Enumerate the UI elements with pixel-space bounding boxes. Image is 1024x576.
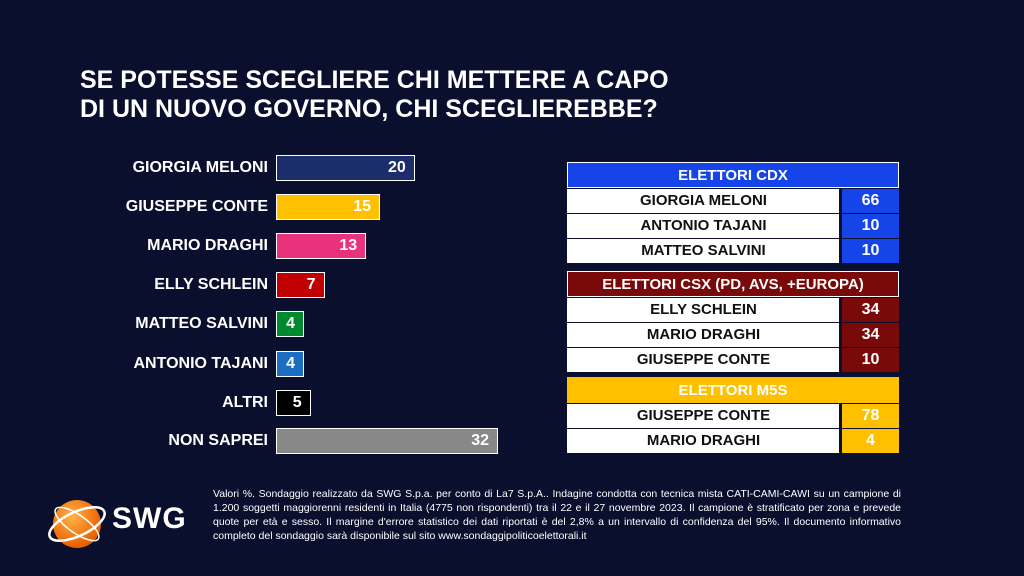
logo-text: SWG — [112, 502, 187, 535]
panel-row: GIORGIA MELONI 66 — [567, 189, 899, 213]
bar-label: MARIO DRAGHI — [147, 237, 268, 254]
title-line-2: DI UN NUOVO GOVERNO, CHI SCEGLIEREBBE? — [80, 95, 658, 123]
panel-row-value: 10 — [842, 239, 899, 263]
bar: 13 — [276, 233, 367, 259]
bar: 5 — [276, 390, 311, 416]
bar-row: ELLY SCHLEIN 7 — [0, 270, 540, 300]
globe-icon — [48, 500, 106, 548]
chart-title: SE POTESSE SCEGLIERE CHI METTERE A CAPO … — [80, 66, 760, 124]
bar-value-label: 7 — [306, 276, 316, 293]
panel-row-value: 66 — [842, 189, 899, 213]
panel-row-value: 10 — [842, 214, 899, 238]
bar: 4 — [276, 351, 304, 377]
bar-label: NON SAPREI — [168, 432, 268, 449]
bar-label: GIUSEPPE CONTE — [125, 198, 268, 215]
bar-value-label: 4 — [286, 315, 295, 332]
bar: 32 — [276, 428, 498, 454]
bar-label: MATTEO SALVINI — [135, 315, 268, 332]
bar-row: GIORGIA MELONI 20 — [0, 153, 540, 183]
bar-value-label: 5 — [292, 394, 302, 411]
bar-row: ANTONIO TAJANI 4 — [0, 349, 540, 379]
panel-row: MATTEO SALVINI 10 — [567, 239, 899, 263]
bar-row: NON SAPREI 32 — [0, 426, 540, 456]
bar: 15 — [276, 194, 381, 220]
swg-logo: SWG — [44, 488, 204, 558]
bar-label: ELLY SCHLEIN — [154, 276, 268, 293]
bar: 20 — [276, 155, 415, 181]
panel-row-name: MATTEO SALVINI — [567, 239, 839, 263]
panel-header: ELETTORI M5S — [567, 377, 899, 403]
bar: 4 — [276, 311, 304, 337]
panel-row-value: 78 — [842, 404, 899, 428]
bar-label: ANTONIO TAJANI — [133, 355, 268, 372]
bar-row: MATTEO SALVINI 4 — [0, 309, 540, 339]
panel-row: MARIO DRAGHI 34 — [567, 323, 899, 347]
panel-header: ELETTORI CSX (PD, AVS, +EUROPA) — [567, 271, 899, 297]
panel-row: MARIO DRAGHI 4 — [567, 429, 899, 453]
bar-value-label: 20 — [387, 159, 406, 176]
bar: 7 — [276, 272, 325, 298]
panel-row-value: 34 — [842, 323, 899, 347]
bar-value-label: 32 — [471, 432, 489, 449]
bar-value-label: 4 — [286, 355, 295, 372]
panel-row-value: 10 — [842, 348, 899, 372]
panel-elettori-m5s: ELETTORI M5S GIUSEPPE CONTE 78 MARIO DRA… — [567, 377, 899, 453]
panel-elettori-cdx: ELETTORI CDX GIORGIA MELONI 66 ANTONIO T… — [567, 162, 899, 263]
panel-row-name: GIUSEPPE CONTE — [567, 404, 839, 428]
panel-row-name: GIUSEPPE CONTE — [567, 348, 839, 372]
title-line-1: SE POTESSE SCEGLIERE CHI METTERE A CAPO — [80, 66, 669, 94]
panel-row-name: ANTONIO TAJANI — [567, 214, 839, 238]
bar-label: ALTRI — [222, 394, 268, 411]
panel-row-name: MARIO DRAGHI — [567, 323, 839, 347]
bar-row: MARIO DRAGHI 13 — [0, 231, 540, 261]
panel-row: GIUSEPPE CONTE 10 — [567, 348, 899, 372]
panel-row-name: GIORGIA MELONI — [567, 189, 839, 213]
panel-elettori-csx: ELETTORI CSX (PD, AVS, +EUROPA) ELLY SCH… — [567, 271, 899, 372]
bar-row: ALTRI 5 — [0, 388, 540, 418]
bar-label: GIORGIA MELONI — [132, 159, 268, 176]
panel-row: ANTONIO TAJANI 10 — [567, 214, 899, 238]
panel-row-value: 4 — [842, 429, 899, 453]
panel-row-name: ELLY SCHLEIN — [567, 298, 839, 322]
panel-row: ELLY SCHLEIN 34 — [567, 298, 899, 322]
bar-chart: GIORGIA MELONI 20 GIUSEPPE CONTE 15 MARIO DR… — [0, 150, 540, 470]
panel-row-value: 34 — [842, 298, 899, 322]
bar-row: GIUSEPPE CONTE 15 — [0, 192, 540, 222]
panel-row-name: MARIO DRAGHI — [567, 429, 839, 453]
bar-value-label: 13 — [339, 237, 358, 254]
panel-header: ELETTORI CDX — [567, 162, 899, 188]
panel-row: GIUSEPPE CONTE 78 — [567, 404, 899, 428]
bar-value-label: 15 — [353, 198, 372, 215]
footnote: Valori %. Sondaggio realizzato da SWG S.… — [213, 488, 901, 542]
